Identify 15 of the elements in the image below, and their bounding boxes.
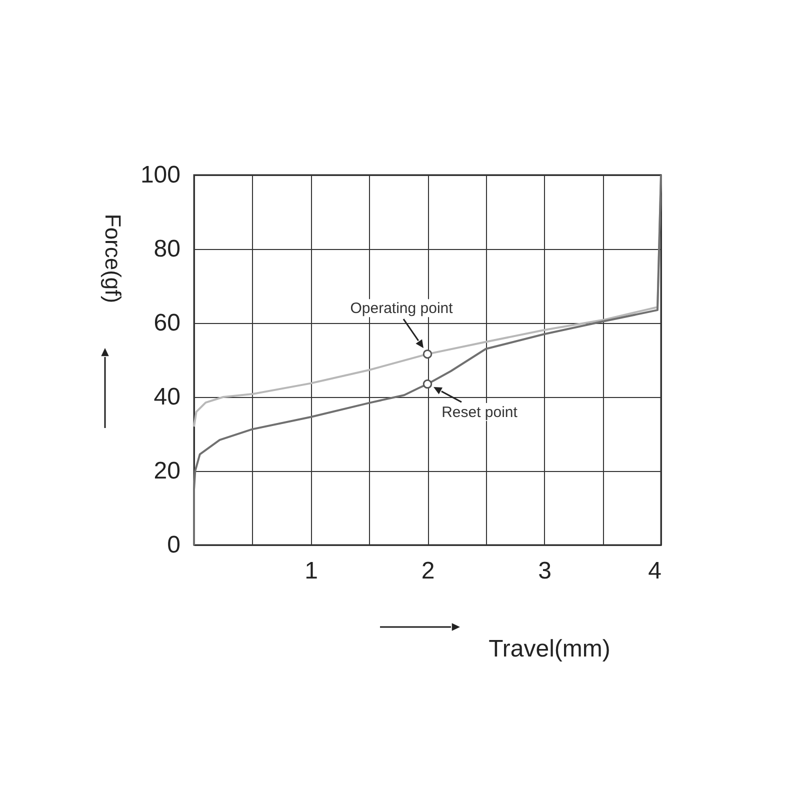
x-tick-label: 4 <box>648 558 662 584</box>
x-axis-title: Travel(mm) <box>488 636 610 662</box>
annotation: Reset point <box>442 404 518 422</box>
y-tick-label: 80 <box>154 236 180 262</box>
x-tick-label: 3 <box>538 558 552 584</box>
x-tick-label: 2 <box>421 558 435 584</box>
y-axis-title: Force(gf) <box>100 214 126 304</box>
y-tick-label: 60 <box>154 310 180 336</box>
y-tick-label: 0 <box>167 532 180 558</box>
y-tick-label: 40 <box>154 384 180 410</box>
x-tick-label: 1 <box>304 558 318 584</box>
y-tick-label: 100 <box>140 162 180 188</box>
annotation: Operating point <box>350 300 454 318</box>
y-tick-label: 20 <box>154 458 180 484</box>
line-series <box>193 174 662 546</box>
